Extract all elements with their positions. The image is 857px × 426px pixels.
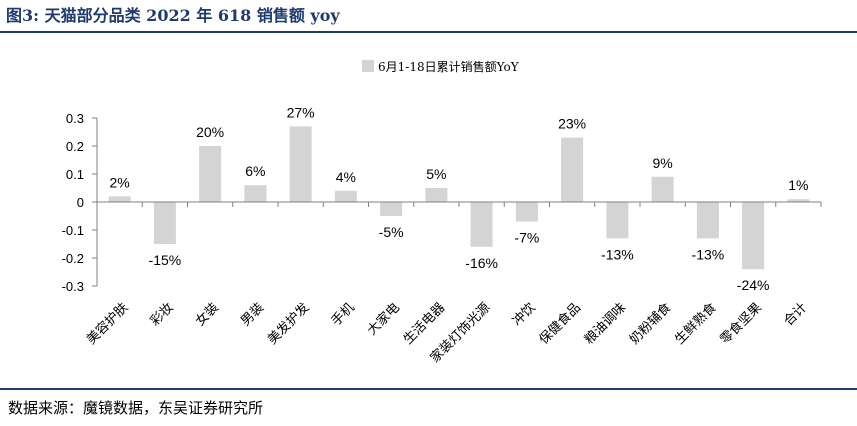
legend-label: 6月1-18日累计销售额YoY [378, 59, 520, 74]
data-label: 4% [336, 169, 356, 185]
bar [515, 202, 538, 222]
category-label: 女装 [192, 300, 222, 330]
y-tick-label: -0.2 [62, 251, 84, 266]
figure-title: 图3: 天猫部分品类 2022 年 618 销售额 yoy [6, 6, 340, 25]
category-label: 大家电 [364, 300, 403, 339]
category-label: 男装 [238, 300, 267, 329]
data-label: 6% [245, 163, 265, 179]
bar [425, 188, 448, 202]
bar [561, 137, 584, 202]
bar [199, 146, 222, 202]
data-label: -13% [692, 246, 725, 262]
category-label: 生活电器 [401, 300, 448, 347]
y-tick-label: 0 [77, 195, 84, 210]
bar [380, 202, 403, 216]
bar [470, 202, 493, 247]
category-label: 手机 [329, 300, 358, 329]
category-label: 粮油调味 [582, 300, 629, 347]
bottom-rule [0, 388, 857, 390]
bar-chart: 6月1-18日累计销售额YoY 0.3 0.2 0.1 0 -0.1 -0.2 -0.3 2… [62, 59, 822, 366]
bar [742, 202, 765, 270]
y-axis: 0.3 0.2 0.1 0 -0.1 -0.2 -0.3 [62, 111, 98, 294]
bar [606, 202, 629, 239]
bar [244, 185, 267, 202]
bar [334, 190, 357, 202]
data-label: -5% [379, 224, 404, 240]
bar [289, 126, 312, 202]
category-label: 美发护发 [264, 300, 312, 348]
legend-swatch [362, 60, 374, 72]
data-label: -24% [737, 277, 770, 293]
category-label: 生鲜熟食 [672, 300, 720, 348]
bar [651, 176, 674, 202]
bars [108, 126, 810, 270]
category-label: 零食坚果 [717, 300, 765, 348]
x-axis [96, 201, 822, 207]
data-label: 5% [426, 166, 446, 182]
category-label: 奶粉辅食 [626, 300, 674, 348]
category-label: 冲饮 [510, 300, 539, 329]
y-tick-label: -0.3 [62, 279, 84, 294]
y-tick-label: 0.3 [66, 111, 84, 126]
data-label: 9% [653, 155, 673, 171]
data-label: 1% [788, 177, 808, 193]
data-label: -7% [514, 230, 539, 246]
category-label: 合计 [781, 300, 810, 329]
legend: 6月1-18日累计销售额YoY [362, 59, 520, 74]
data-label: 2% [110, 174, 130, 190]
category-label: 彩妆 [148, 300, 177, 329]
data-label: 27% [287, 104, 315, 120]
data-label: -13% [601, 246, 634, 262]
top-rule [0, 31, 857, 33]
data-label: -16% [465, 255, 498, 271]
data-label: 23% [558, 116, 586, 132]
bar [787, 199, 810, 202]
source-note: 数据来源：魔镜数据，东吴证券研究所 [8, 399, 264, 417]
bar [108, 196, 131, 202]
data-labels: 2% -15% 20% 6% 27% 4% -5% 5% -16% -7% 23% -13% 9% -13… [110, 104, 809, 293]
bar [153, 202, 176, 244]
y-tick-label: -0.1 [62, 223, 84, 238]
category-label: 保健食品 [536, 300, 584, 348]
y-tick-label: 0.1 [66, 167, 84, 182]
category-label: 美容护肤 [83, 300, 131, 348]
data-label: 20% [196, 124, 224, 140]
y-tick-label: 0.2 [66, 139, 84, 154]
bar [696, 202, 719, 239]
data-label: -15% [149, 252, 182, 268]
